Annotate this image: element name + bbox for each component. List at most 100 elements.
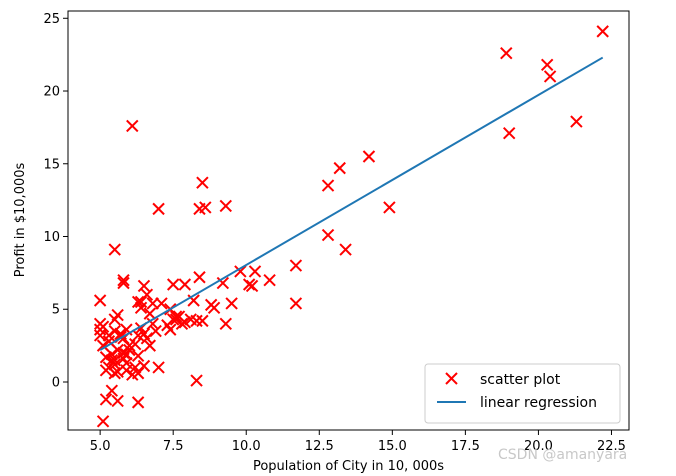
y-tick-label: 15 xyxy=(43,157,60,172)
scatter-point xyxy=(383,201,396,214)
y-tick-label: 25 xyxy=(43,12,60,27)
scatter-point xyxy=(263,273,276,287)
scatter-point xyxy=(105,348,119,361)
scatter-point xyxy=(155,297,168,310)
x-axis: 5.0 7.5 10.0 12.5 15.0 17.5 20.0 22.5 xyxy=(90,430,626,454)
y-axis-title: Profit in $10,000s xyxy=(13,162,28,277)
legend-marker-scatter xyxy=(445,372,458,385)
legend-label-line: linear regression xyxy=(480,395,597,411)
watermark: CSDN @amanyara xyxy=(498,447,627,463)
scatter-point xyxy=(196,314,209,328)
scatter-point xyxy=(178,316,192,329)
scatter-point xyxy=(178,278,192,291)
x-tick-label: 10.0 xyxy=(232,439,261,454)
scatter-point xyxy=(248,265,262,278)
scatter-point xyxy=(245,279,259,293)
scatter-point xyxy=(219,199,232,213)
scatter-point xyxy=(108,358,121,371)
scatter-point xyxy=(570,115,583,128)
x-tick-label: 5.0 xyxy=(90,439,111,454)
scatter-point xyxy=(333,161,346,175)
scatter-point xyxy=(143,339,157,352)
scatter-point xyxy=(131,396,145,409)
scatter-point xyxy=(596,25,609,38)
scatter-point xyxy=(120,356,133,370)
scatter-point xyxy=(140,332,154,345)
scatter-point xyxy=(102,335,116,348)
scatter-point xyxy=(502,127,516,140)
scatter-point xyxy=(207,301,221,314)
scatter-point xyxy=(134,295,148,309)
scatter-point xyxy=(146,297,159,310)
scatter-point xyxy=(137,279,151,293)
scatter-point xyxy=(225,297,238,310)
scatter-point xyxy=(184,313,197,326)
scatter-point xyxy=(96,415,110,428)
scatter-point xyxy=(152,361,165,374)
x-axis-title: Population of City in 10, 000s xyxy=(253,459,444,474)
scatter-point xyxy=(289,259,303,272)
legend-label-scatter: scatter plot xyxy=(480,372,561,388)
scatter-point xyxy=(140,288,154,301)
scatter-point xyxy=(219,317,232,331)
scatter-point xyxy=(242,278,256,291)
scatter-point xyxy=(128,337,142,351)
plot-frame xyxy=(67,10,630,431)
scatter-point xyxy=(190,374,203,387)
x-tick-label: 20.0 xyxy=(524,439,553,454)
scatter-point xyxy=(339,243,352,256)
scatter-point xyxy=(146,317,159,331)
scatter-point xyxy=(108,243,121,256)
scatter-point xyxy=(321,179,335,192)
x-tick-label: 17.5 xyxy=(451,439,480,454)
scatter-point xyxy=(131,349,145,363)
scatter-point xyxy=(500,46,513,60)
scatter-point xyxy=(99,393,113,406)
scatter-point xyxy=(166,278,180,291)
y-tick-label: 5 xyxy=(52,303,60,318)
legend-box xyxy=(424,363,621,424)
scatter-point xyxy=(149,324,162,338)
scatter-point xyxy=(543,70,557,83)
scatter-point xyxy=(117,346,130,360)
legend: scatter plot linear regression xyxy=(424,363,621,424)
scatter-point xyxy=(289,297,303,310)
chart-marks xyxy=(93,25,609,428)
scatter-point xyxy=(93,317,107,331)
scatter-point xyxy=(93,294,107,307)
x-tick-label: 7.5 xyxy=(163,439,184,454)
scatter-point xyxy=(108,324,121,338)
x-tick-label: 22.5 xyxy=(597,439,626,454)
scatter-point xyxy=(111,308,124,322)
scatter-point xyxy=(175,317,189,331)
x-tick-label: 15.0 xyxy=(378,439,407,454)
scatter-point xyxy=(99,364,113,377)
scatter-point xyxy=(234,265,247,278)
y-tick-label: 20 xyxy=(43,85,60,100)
y-axis: 0 5 10 15 20 25 xyxy=(43,12,68,390)
scatter-point xyxy=(117,273,130,287)
scatter-point xyxy=(93,323,107,336)
scatter-point xyxy=(362,150,376,163)
scatter-point xyxy=(199,201,212,214)
scatter-point xyxy=(105,384,119,397)
scatter-point xyxy=(152,202,165,216)
scatter-point xyxy=(161,319,174,332)
scatter-point xyxy=(321,228,335,242)
y-tick-label: 10 xyxy=(43,230,60,245)
scatter-point xyxy=(193,271,206,284)
scatter-point xyxy=(131,295,145,309)
scatter-point xyxy=(126,119,139,133)
regression-line xyxy=(99,56,604,351)
scatter-point xyxy=(111,394,124,408)
scatter-point xyxy=(540,58,554,72)
scatter-point xyxy=(117,276,130,290)
scatter-point xyxy=(99,351,113,364)
scatter-point xyxy=(93,329,107,342)
scatter-point xyxy=(137,359,151,373)
scatter-point xyxy=(126,368,139,381)
scatter-point xyxy=(216,276,230,290)
plot-area xyxy=(68,11,629,430)
y-tick-label: 0 xyxy=(52,375,60,390)
